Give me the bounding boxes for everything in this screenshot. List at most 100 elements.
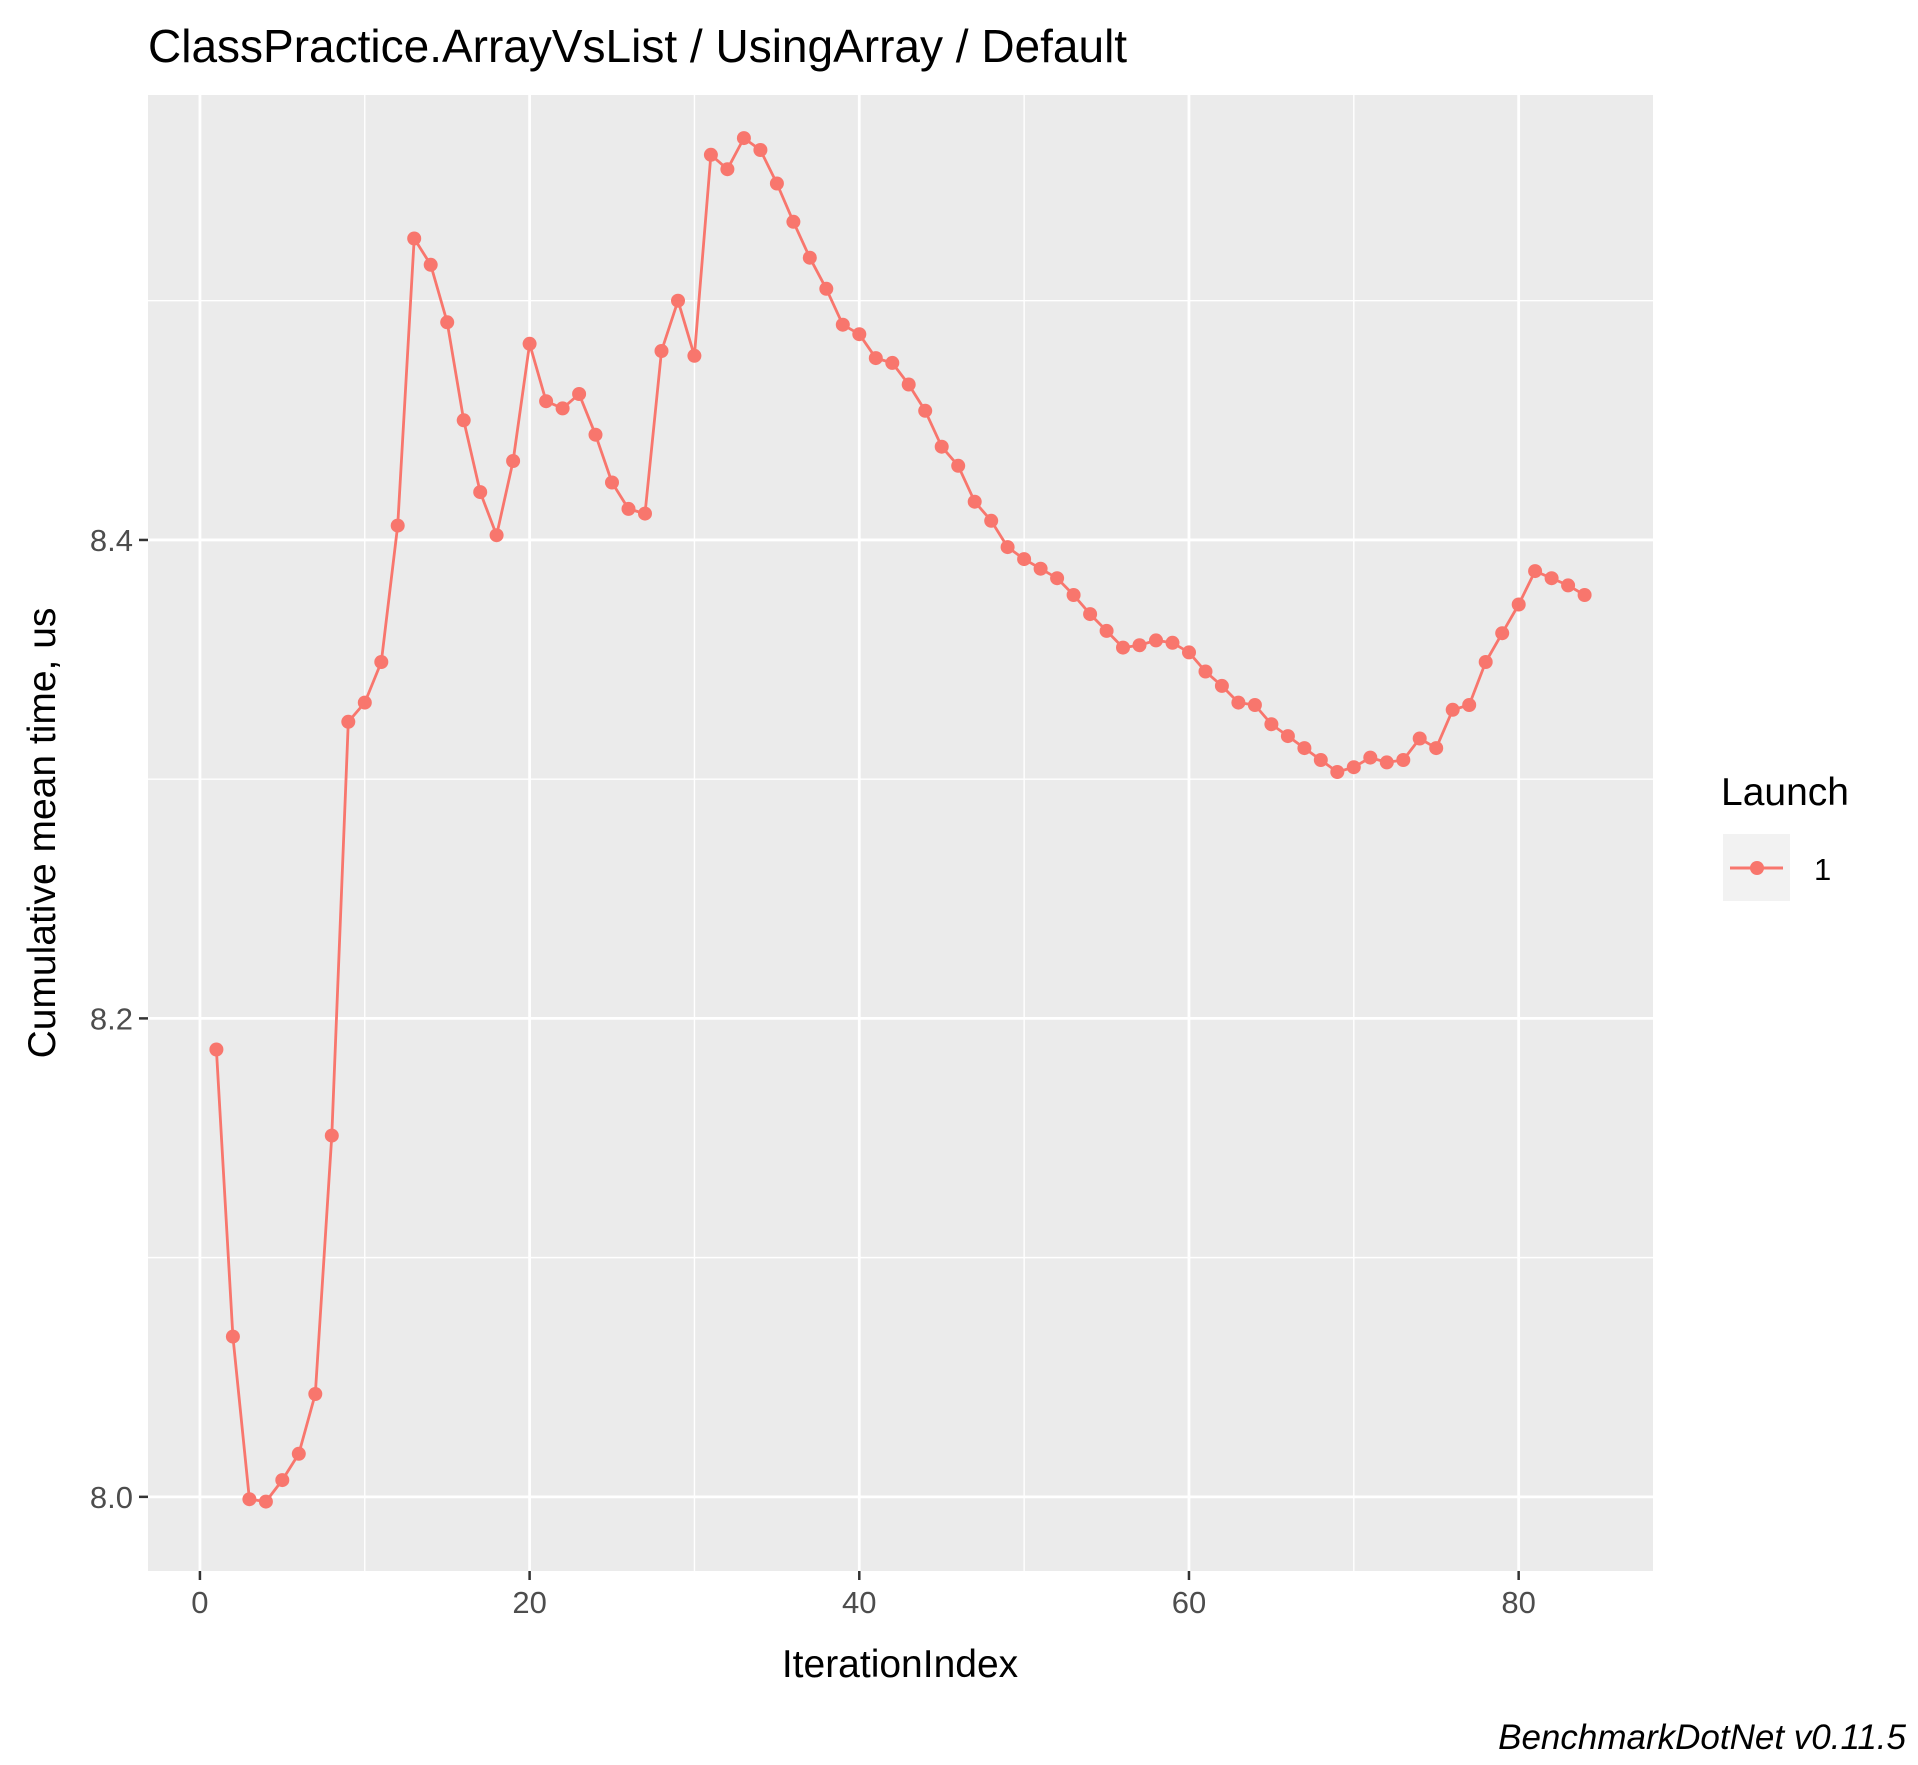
- data-point: [225, 1329, 240, 1344]
- data-point: [291, 1446, 306, 1461]
- y-tick-label-2: 8.4: [90, 523, 133, 558]
- data-point: [1561, 578, 1576, 593]
- data-point: [1132, 638, 1147, 653]
- data-point: [1363, 750, 1378, 765]
- data-point: [1165, 635, 1180, 650]
- x-tick-label-2: 40: [842, 1585, 876, 1620]
- data-point: [687, 348, 702, 363]
- data-point: [671, 293, 685, 308]
- x-tick-labels: 0 20 40 60 80: [191, 1585, 1536, 1620]
- axis-ticks: [139, 538, 1520, 1580]
- data-point: [1429, 741, 1444, 756]
- data-point: [1214, 678, 1229, 693]
- data-point: [258, 1494, 273, 1509]
- data-point: [506, 454, 521, 468]
- data-point: [1099, 623, 1114, 638]
- data-point: [868, 351, 883, 366]
- data-point: [1280, 729, 1295, 744]
- data-point: [1231, 695, 1246, 710]
- data-point: [242, 1492, 257, 1507]
- data-point: [473, 485, 488, 500]
- data-point: [901, 377, 916, 392]
- y-axis-title: Cumulative mean time, us: [21, 608, 64, 1059]
- caption: BenchmarkDotNet v0.11.5: [1498, 1718, 1906, 1757]
- data-point: [1247, 698, 1262, 712]
- data-point: [489, 528, 504, 543]
- data-point: [324, 1128, 339, 1143]
- data-point: [1000, 540, 1015, 555]
- data-point: [819, 281, 834, 296]
- data-point: [1297, 741, 1312, 756]
- data-point: [1264, 717, 1279, 732]
- data-point: [1544, 571, 1559, 586]
- data-point: [1577, 588, 1592, 602]
- data-point: [885, 355, 900, 370]
- legend-title: Launch: [1721, 771, 1849, 814]
- data-point: [1346, 760, 1361, 775]
- data-point: [720, 162, 735, 177]
- data-point: [539, 394, 554, 409]
- data-point: [1330, 765, 1345, 779]
- data-point: [967, 494, 982, 509]
- data-point: [1462, 698, 1477, 712]
- data-point: [638, 506, 652, 521]
- data-point: [1313, 753, 1328, 767]
- legend: Launch 1: [1721, 771, 1849, 901]
- data-point: [1017, 552, 1032, 567]
- data-point: [1116, 640, 1130, 655]
- data-point: [1511, 597, 1526, 612]
- data-point: [374, 655, 389, 669]
- data-point: [423, 257, 438, 272]
- x-tick-label-1: 20: [512, 1585, 546, 1620]
- data-point: [1528, 564, 1543, 579]
- data-point: [934, 439, 949, 454]
- data-point: [852, 327, 867, 342]
- data-point: [769, 176, 784, 191]
- chart-title: ClassPractice.ArrayVsList / UsingArray /…: [148, 20, 1127, 72]
- major-gridlines: [148, 95, 1653, 1571]
- data-point: [1050, 571, 1065, 586]
- data-point: [951, 458, 966, 473]
- data-point: [407, 231, 422, 246]
- data-point: [605, 475, 619, 490]
- data-point: [621, 501, 636, 516]
- data-point: [1083, 607, 1098, 622]
- data-point: [918, 403, 933, 418]
- data-point: [209, 1042, 224, 1057]
- y-tick-label-1: 8.2: [90, 1001, 133, 1036]
- data-point: [1478, 655, 1493, 669]
- data-point: [390, 518, 405, 533]
- data-point: [1412, 731, 1427, 746]
- data-point: [588, 427, 603, 442]
- y-tick-label-0: 8.0: [90, 1480, 133, 1515]
- y-tick-labels: 8.0 8.2 8.4: [90, 523, 133, 1515]
- data-point: [456, 413, 471, 428]
- data-point: [275, 1473, 290, 1488]
- data-point: [572, 387, 587, 401]
- data-point: [1149, 633, 1163, 648]
- data-point: [1182, 645, 1196, 660]
- data-point: [753, 143, 768, 157]
- data-point: [1066, 588, 1081, 602]
- x-tick-label-3: 60: [1172, 1585, 1206, 1620]
- data-point: [703, 147, 718, 162]
- data-point: [1033, 561, 1048, 576]
- data-point: [1379, 755, 1394, 770]
- x-tick-label-4: 80: [1501, 1585, 1535, 1620]
- data-point: [736, 131, 751, 146]
- data-point: [835, 317, 850, 332]
- data-point: [555, 401, 570, 416]
- data-point: [357, 695, 372, 710]
- data-point: [802, 250, 817, 265]
- data-point: [522, 336, 537, 351]
- x-axis-title: IterationIndex: [782, 1643, 1019, 1686]
- series-layer: [209, 131, 1592, 1509]
- data-point: [786, 214, 801, 229]
- legend-label: 1: [1814, 852, 1831, 887]
- data-point: [440, 315, 455, 330]
- data-point: [1495, 626, 1510, 641]
- legend-key-point: [1750, 861, 1764, 875]
- data-point: [341, 714, 356, 729]
- data-point: [308, 1387, 323, 1401]
